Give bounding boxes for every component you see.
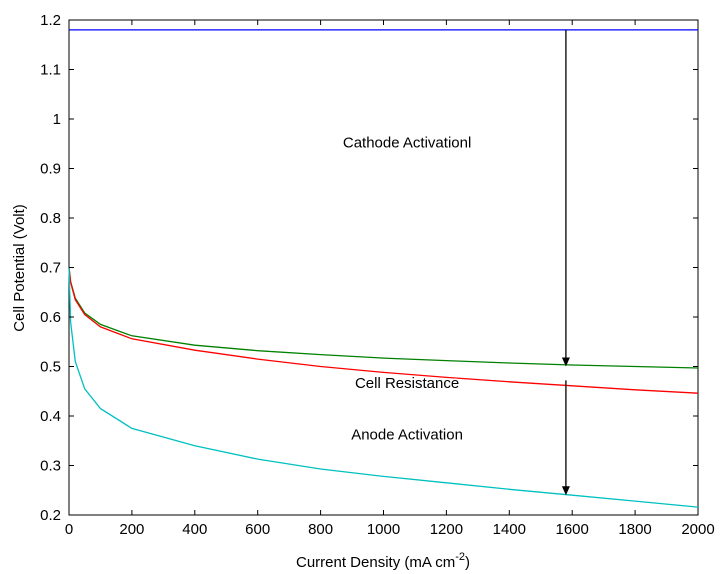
arrow-2-head [561,486,570,496]
y-tick-label: 0.8 [40,210,61,227]
x-tick-label: 200 [119,521,144,538]
annotation-3: Anode Activation [351,426,463,443]
x-tick-label: 800 [308,521,333,538]
y-tick-label: 1.1 [40,62,61,79]
arrow-1-head [561,357,570,367]
y-tick-label: 0.3 [40,458,61,475]
y-axis: 0.2 0.3 0.4 0.5 0.6 0.7 0.8 0.9 1 1.1 1.2 [40,12,698,524]
x-tick-label: 1400 [493,521,526,538]
x-tick-label: 0 [65,521,73,538]
y-tick-label: 0.4 [40,408,61,425]
series-line-3 [68,267,699,394]
y-tick-label: 0.6 [40,309,61,326]
y-axis-label: Cell Potential (Volt) [11,204,28,332]
x-tick-label: 1000 [367,521,400,538]
series-line-4 [68,267,699,508]
series-line-2 [68,267,699,369]
x-tick-label: 600 [245,521,270,538]
annotations: Cathode Activationl Cell Resistance Anode … [343,134,471,443]
x-tick-label: 1200 [430,521,463,538]
x-tick-label: 400 [182,521,207,538]
y-tick-label: 0.2 [40,507,61,524]
plot-area [68,19,699,516]
y-tick-label: 1 [53,111,61,128]
x-axis: 0 200 400 600 800 1000 1200 1400 1600 1800 2000 [65,20,715,538]
x-axis-label-superscript: -2 [455,551,465,563]
series-layer [68,29,699,508]
x-axis-label: Current Density (mA cm-2) [296,551,470,571]
plot-frame [68,19,699,516]
x-axis-label-suffix: ) [465,554,470,571]
x-tick-label: 1800 [618,521,651,538]
y-tick-label: 1.2 [40,12,61,29]
arrow-layer [561,29,570,496]
x-tick-label: 2000 [681,521,714,538]
y-tick-label: 0.9 [40,161,61,178]
x-tick-label: 1600 [556,521,589,538]
annotation-2: Cell Resistance [355,375,459,392]
y-tick-label: 0.7 [40,260,61,277]
annotation-1: Cathode Activationl [343,134,471,151]
y-tick-label: 0.5 [40,359,61,376]
